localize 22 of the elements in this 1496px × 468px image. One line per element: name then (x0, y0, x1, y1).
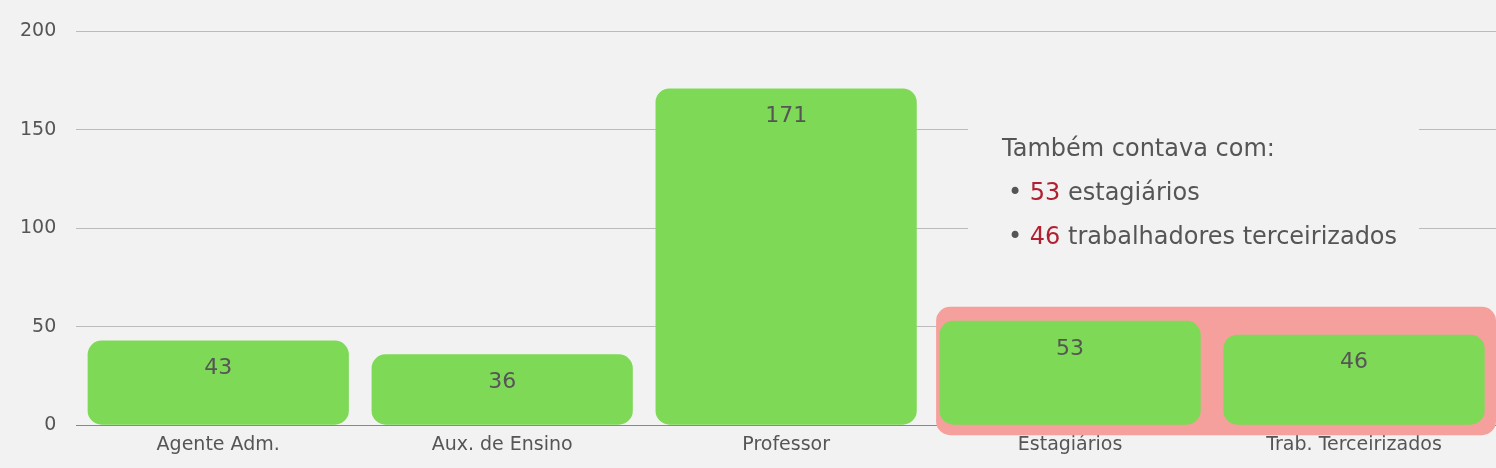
bar (371, 354, 633, 425)
y-tick-label: 100 (20, 215, 57, 238)
data-label: 43 (204, 354, 233, 380)
annotation: • 46 trabalhadores terceirizados (1008, 221, 1398, 252)
y-tick-label: 50 (32, 313, 57, 336)
data-label: 53 (1056, 334, 1085, 360)
bar (655, 88, 917, 425)
data-label: 36 (488, 368, 517, 394)
x-tick-label: Professor (742, 431, 831, 454)
data-label: 46 (1340, 348, 1369, 374)
x-tick-label: Trab. Terceirizados (1265, 431, 1442, 454)
bar (87, 340, 349, 425)
annotation: Também contava com: (1002, 133, 1276, 164)
y-tick-label: 200 (20, 18, 57, 41)
bar (1223, 334, 1485, 425)
x-tick-label: Aux. de Ensino (431, 431, 573, 454)
annotation: • 53 estagiários (1008, 177, 1201, 208)
x-tick-label: Estagiários (1017, 431, 1123, 454)
data-label: 171 (765, 102, 808, 128)
y-tick-label: 150 (20, 116, 57, 139)
x-tick-label: Agente Adm. (156, 431, 280, 454)
y-tick-label: 0 (44, 412, 57, 435)
